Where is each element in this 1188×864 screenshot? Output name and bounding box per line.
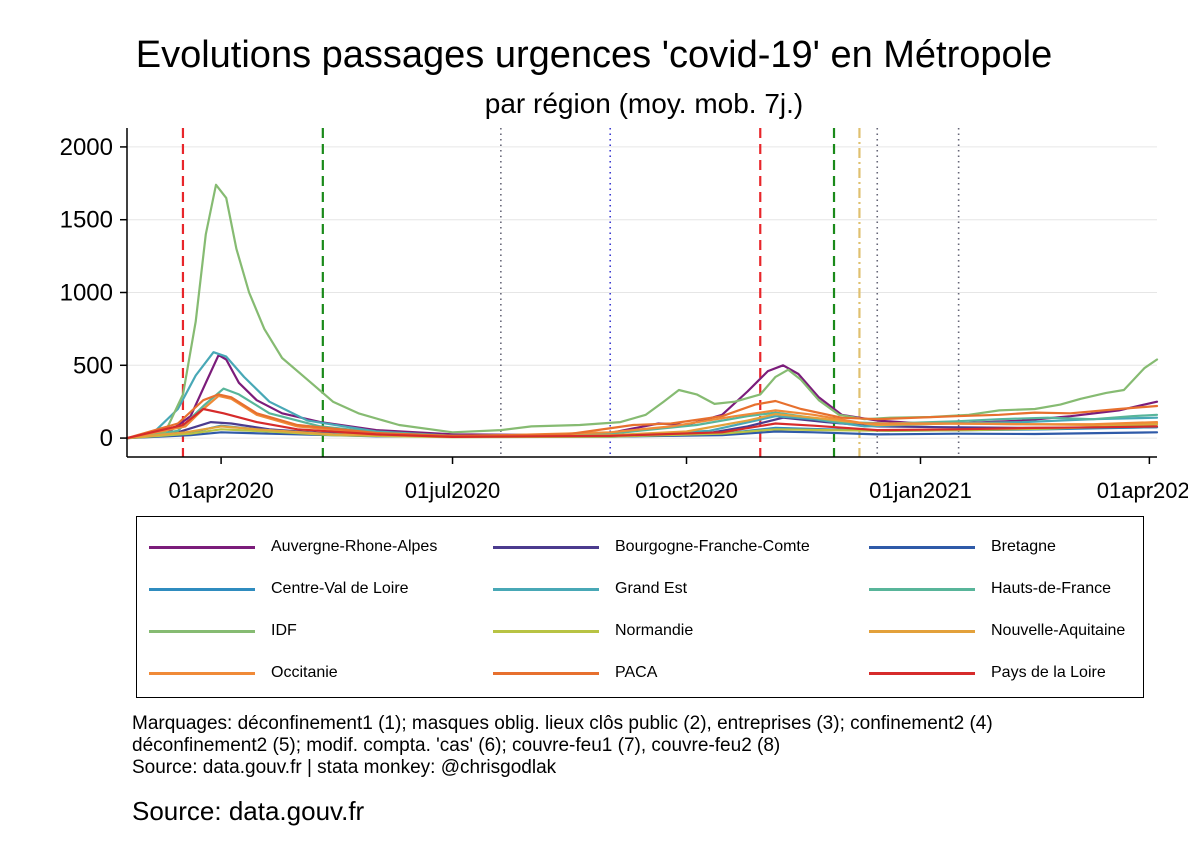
notes-line-2: déconfinement2 (5); modif. compta. 'cas'… bbox=[132, 735, 781, 756]
legend-label: Occitanie bbox=[271, 664, 338, 681]
series-line-paca bbox=[125, 393, 1159, 440]
event-markers bbox=[181, 128, 960, 457]
series-lines bbox=[125, 183, 1159, 440]
legend-label: Bretagne bbox=[991, 538, 1056, 555]
chart-caption: Source: data.gouv.fr bbox=[132, 796, 365, 826]
legend: Auvergne-Rhone-Alpes Bourgogne-Franche-Co… bbox=[136, 516, 1144, 698]
series-line-occitanie bbox=[125, 394, 1159, 440]
y-tick-label: 1000 bbox=[60, 280, 113, 307]
notes-line-1: Marquages: déconfinement1 (1); masques o… bbox=[132, 713, 993, 734]
y-tick-label: 500 bbox=[73, 352, 113, 379]
notes-line-3: Source: data.gouv.fr | stata monkey: @ch… bbox=[132, 757, 557, 778]
x-tick-label: 01jan2021 bbox=[869, 478, 972, 503]
legend-label: Nouvelle-Aquitaine bbox=[991, 622, 1126, 639]
series-line-hauts-de-france bbox=[125, 387, 1159, 440]
legend-swatch bbox=[149, 588, 255, 591]
legend-label: IDF bbox=[271, 622, 297, 639]
axes: 0 500 1000 1500 2000 01apr2020 01jul2020 01oct2… bbox=[60, 128, 1188, 503]
legend-label: Grand Est bbox=[615, 580, 688, 597]
legend-label: Hauts-de-France bbox=[991, 580, 1112, 597]
legend-label: Bourgogne-Franche-Comte bbox=[615, 538, 810, 555]
legend-swatch bbox=[869, 546, 975, 549]
x-tick-label: 01apr2020 bbox=[168, 478, 273, 503]
x-tick-label: 01oct2020 bbox=[635, 478, 738, 503]
series-line-pays-de-la-loire bbox=[125, 407, 1159, 440]
legend-label: Auvergne-Rhone-Alpes bbox=[271, 538, 438, 555]
legend-swatch bbox=[149, 672, 255, 675]
y-tick-label: 1500 bbox=[60, 207, 113, 234]
legend-swatch bbox=[149, 630, 255, 633]
legend-swatch bbox=[493, 672, 599, 675]
legend-swatch bbox=[493, 630, 599, 633]
y-tick-label: 2000 bbox=[60, 134, 113, 161]
chart-notes: Marquages: déconfinement1 (1); masques o… bbox=[132, 713, 993, 779]
x-tick-label: 01apr2021 bbox=[1097, 478, 1188, 503]
legend-label: Normandie bbox=[615, 622, 694, 639]
series-line-bretagne bbox=[125, 430, 1159, 440]
legend-swatch bbox=[869, 588, 975, 591]
y-tick-label: 0 bbox=[100, 425, 113, 452]
x-tick-label: 01jul2020 bbox=[405, 478, 500, 503]
legend-swatch bbox=[149, 546, 255, 549]
legend-label: PACA bbox=[615, 664, 658, 681]
chart-subtitle: par région (moy. mob. 7j.) bbox=[484, 88, 804, 119]
gridlines bbox=[127, 146, 1157, 439]
legend-swatch bbox=[493, 588, 599, 591]
chart-title: Evolutions passages urgences 'covid-19' … bbox=[135, 34, 1053, 76]
legend-label: Centre-Val de Loire bbox=[271, 580, 409, 597]
series-line-idf bbox=[125, 183, 1159, 440]
legend-label: Pays de la Loire bbox=[991, 664, 1106, 681]
legend-swatch bbox=[493, 546, 599, 549]
legend-swatch bbox=[869, 672, 975, 675]
legend-swatch bbox=[869, 630, 975, 633]
